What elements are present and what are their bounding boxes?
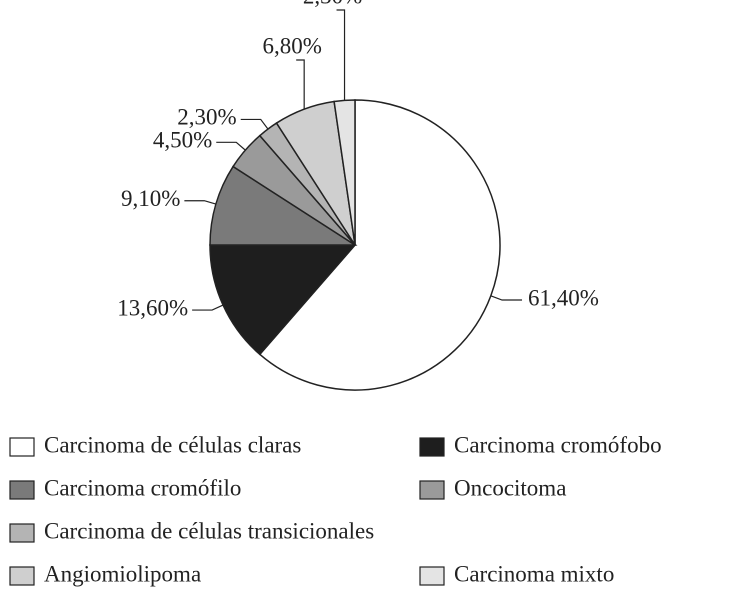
data-label: 9,10% [121,186,180,211]
legend-label: Carcinoma cromófobo [454,432,662,457]
legend-label: Oncocitoma [454,475,566,500]
pie-slice [209,165,358,246]
data-label: 13,60% [117,295,188,320]
legend-swatch [419,480,445,500]
pie-slice [209,244,357,356]
legend-swatch [9,437,35,457]
leader-line [240,118,269,130]
legend-swatch [419,566,445,586]
leader-line [216,141,246,151]
data-label: 2,30% [303,0,362,8]
leader-line [490,295,523,301]
legend-swatch [9,523,35,543]
legend-label: Carcinoma cromófilo [44,475,241,500]
legend-swatch [419,437,445,457]
leader-line [336,9,346,101]
legend-swatch [9,480,35,500]
legend-label: Carcinoma de células transicionales [44,518,374,543]
leader-line [192,304,224,311]
legend-label: Angiomiolipoma [44,561,201,586]
data-label: 61,40% [528,285,599,310]
data-label: 6,80% [262,33,321,58]
data-label: 4,50% [153,128,212,153]
legend-label: Carcinoma mixto [454,561,614,586]
data-label: 2,30% [177,105,236,130]
legend-swatch [9,566,35,586]
leader-line [296,59,305,110]
leader-line [184,200,217,205]
legend-label: Carcinoma de células claras [44,432,301,457]
